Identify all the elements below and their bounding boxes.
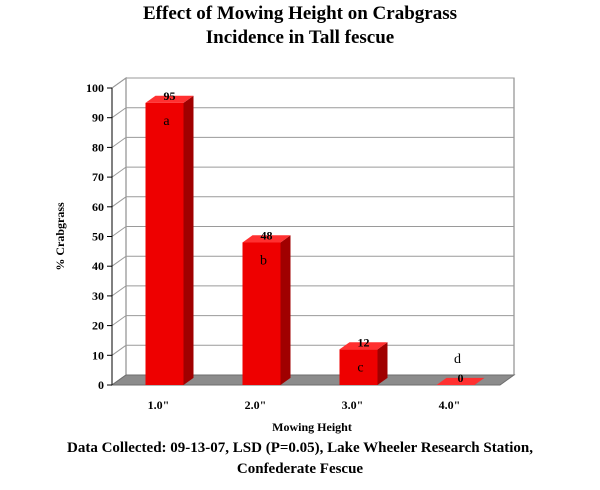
y-tick-label: 90 bbox=[92, 111, 104, 125]
bar-front bbox=[242, 242, 281, 385]
bar-side bbox=[377, 342, 388, 385]
chart-caption: Data Collected: 09-13-07, LSD (P=0.05), … bbox=[0, 438, 600, 480]
x-tick-label: 4.0" bbox=[439, 398, 461, 412]
y-tick-label: 100 bbox=[86, 81, 104, 95]
gridline bbox=[111, 255, 514, 267]
x-tick-label: 2.0" bbox=[245, 398, 267, 412]
bar-side bbox=[183, 95, 194, 385]
gridline bbox=[111, 107, 514, 119]
bar-top bbox=[436, 377, 485, 385]
y-axis-ticks: 0 10 20 30 40 50 60 70 80 90 100 bbox=[86, 81, 113, 392]
gridline bbox=[111, 166, 514, 178]
bar-group-letter: d bbox=[454, 352, 461, 367]
bar-group-letter: b bbox=[260, 253, 267, 268]
gridline bbox=[111, 196, 514, 208]
bar-group-letter: a bbox=[163, 114, 170, 129]
bar: 0d bbox=[436, 352, 485, 385]
gridline bbox=[111, 136, 514, 148]
caption-line-2: Confederate Fescue bbox=[236, 461, 364, 477]
bar-group-letter: c bbox=[357, 360, 363, 375]
bar-top bbox=[339, 342, 388, 350]
gridline bbox=[111, 77, 514, 89]
y-tick-label: 20 bbox=[92, 319, 104, 333]
gridline bbox=[111, 226, 514, 237]
x-axis-ticks: 1.0" 2.0" 3.0" 4.0" bbox=[148, 398, 461, 412]
bar-value-label: 95 bbox=[164, 89, 176, 103]
y-tick-label: 50 bbox=[92, 230, 104, 244]
y-tick-label: 10 bbox=[92, 348, 104, 362]
bar-value-label: 0 bbox=[458, 371, 464, 385]
gridline bbox=[111, 285, 514, 297]
y-tick-label: 70 bbox=[92, 170, 104, 184]
y-axis-label: % Crabgrass bbox=[53, 202, 67, 271]
y-tick-label: 80 bbox=[92, 140, 104, 154]
caption-line-1: Data Collected: 09-13-07, LSD (P=0.05), … bbox=[67, 440, 533, 456]
gridline bbox=[111, 315, 514, 327]
bar-front bbox=[339, 349, 378, 385]
bar-front bbox=[145, 102, 184, 385]
bar: 12 c bbox=[339, 335, 388, 385]
bar-value-label: 48 bbox=[261, 228, 273, 242]
bar: 48 b bbox=[242, 228, 291, 385]
bar-top bbox=[242, 235, 291, 243]
chart-title-line-2: Incidence in Tall fescue bbox=[205, 27, 395, 48]
x-axis-label: Mowing Height bbox=[272, 420, 352, 434]
y-tick-label: 0 bbox=[98, 378, 104, 392]
bar-side bbox=[280, 235, 291, 385]
chart-title: Effect of Mowing Height on Crabgrass Inc… bbox=[0, 2, 600, 50]
x-tick-label: 3.0" bbox=[342, 398, 364, 412]
bar-value-label: 12 bbox=[358, 335, 370, 349]
y-tick-label: 30 bbox=[92, 289, 104, 303]
chart-title-line-1: Effect of Mowing Height on Crabgrass bbox=[143, 3, 457, 24]
y-tick-label: 40 bbox=[92, 259, 104, 273]
bar: 95 a bbox=[145, 89, 194, 385]
y-tick-label: 60 bbox=[92, 200, 104, 214]
x-tick-label: 1.0" bbox=[148, 398, 170, 412]
bar-top bbox=[145, 95, 194, 103]
